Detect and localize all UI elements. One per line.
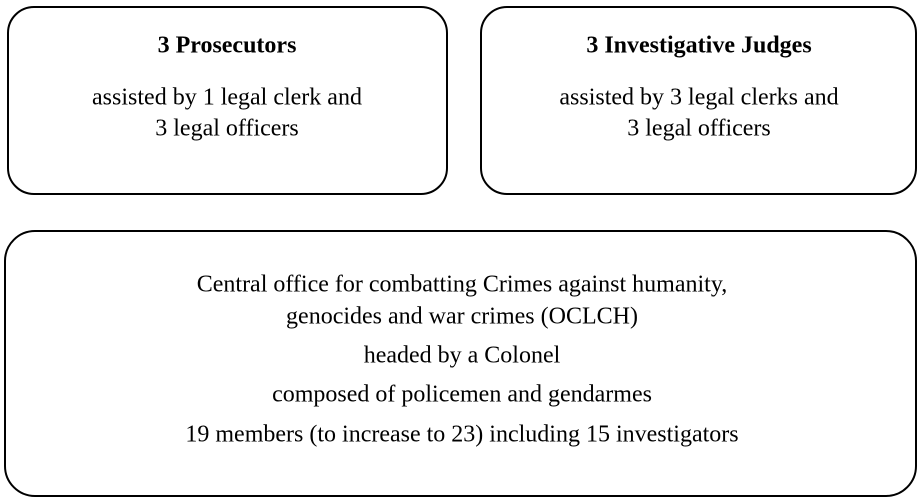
box-line: Central office for combatting Crimes aga…	[197, 272, 728, 298]
box-line: composed of policemen and gendarmes	[272, 382, 652, 408]
box-title: 3 Prosecutors	[158, 33, 297, 59]
box	[480, 6, 917, 195]
box-line: headed by a Colonel	[364, 343, 561, 369]
box	[4, 230, 917, 497]
box-line: 3 legal officers	[155, 116, 299, 142]
box-line: 19 members (to increase to 23) including…	[185, 422, 738, 448]
box-title: 3 Investigative Judges	[586, 33, 811, 59]
box-line: assisted by 3 legal clerks and	[559, 85, 838, 111]
box	[7, 6, 448, 195]
box-line: genocides and war crimes (OCLCH)	[286, 304, 638, 330]
box-line: 3 legal officers	[627, 116, 771, 142]
box-line: assisted by 1 legal clerk and	[92, 85, 362, 111]
